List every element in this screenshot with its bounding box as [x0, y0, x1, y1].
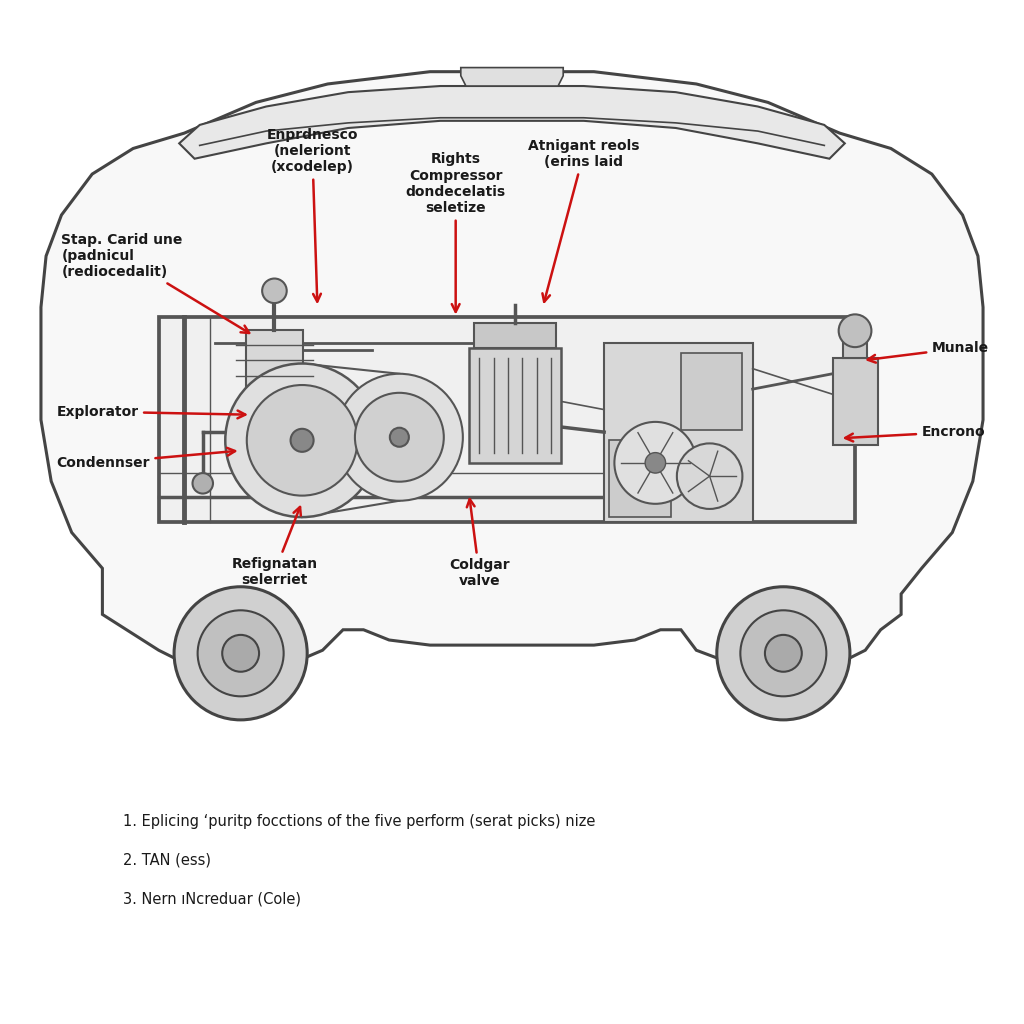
- Bar: [246, 330, 303, 391]
- Circle shape: [225, 364, 379, 517]
- Bar: [843, 338, 867, 358]
- Circle shape: [677, 443, 742, 509]
- Circle shape: [740, 610, 826, 696]
- Circle shape: [765, 635, 802, 672]
- Circle shape: [198, 610, 284, 696]
- Text: Coldgar
valve: Coldgar valve: [449, 499, 510, 588]
- Bar: [681, 353, 742, 430]
- Circle shape: [390, 428, 409, 446]
- Text: 2. TAN (ess): 2. TAN (ess): [123, 853, 211, 868]
- Polygon shape: [179, 86, 845, 159]
- Circle shape: [174, 587, 307, 720]
- Text: Munale: Munale: [867, 341, 989, 362]
- Circle shape: [645, 453, 666, 473]
- Text: Stap. Carid une
(padnicul
(rediocedalit): Stap. Carid une (padnicul (rediocedalit): [61, 232, 249, 333]
- Text: Refignatan
selerriet: Refignatan selerriet: [231, 507, 317, 587]
- Circle shape: [717, 587, 850, 720]
- Text: 3. Nern ıNcreduar (Cole): 3. Nern ıNcreduar (Cole): [123, 892, 301, 907]
- Bar: [609, 440, 671, 517]
- Text: Encrono: Encrono: [845, 425, 985, 441]
- Circle shape: [614, 422, 696, 504]
- Circle shape: [247, 385, 357, 496]
- Text: 1. Eplicing ‘puritp focctions of the five perform (serat picks) nize: 1. Eplicing ‘puritp focctions of the fiv…: [123, 814, 595, 829]
- Circle shape: [355, 393, 443, 481]
- Polygon shape: [41, 72, 983, 671]
- Text: Atnigant reols
(erins laid: Atnigant reols (erins laid: [528, 139, 639, 302]
- Circle shape: [336, 374, 463, 501]
- Circle shape: [262, 279, 287, 303]
- Text: Condennser: Condennser: [56, 447, 236, 470]
- Circle shape: [291, 429, 313, 452]
- Bar: [474, 323, 556, 348]
- Circle shape: [193, 473, 213, 494]
- Text: Enprdnesco
(neleriont
(xcodelep): Enprdnesco (neleriont (xcodelep): [266, 128, 358, 302]
- Bar: [833, 358, 878, 445]
- Text: Rights
Compressor
dondecelatis
seletize: Rights Compressor dondecelatis seletize: [406, 153, 506, 312]
- Bar: [469, 348, 561, 463]
- Text: Explorator: Explorator: [56, 404, 246, 419]
- Bar: [159, 317, 855, 522]
- Polygon shape: [461, 68, 563, 86]
- Circle shape: [222, 635, 259, 672]
- Circle shape: [839, 314, 871, 347]
- Bar: [604, 343, 753, 522]
